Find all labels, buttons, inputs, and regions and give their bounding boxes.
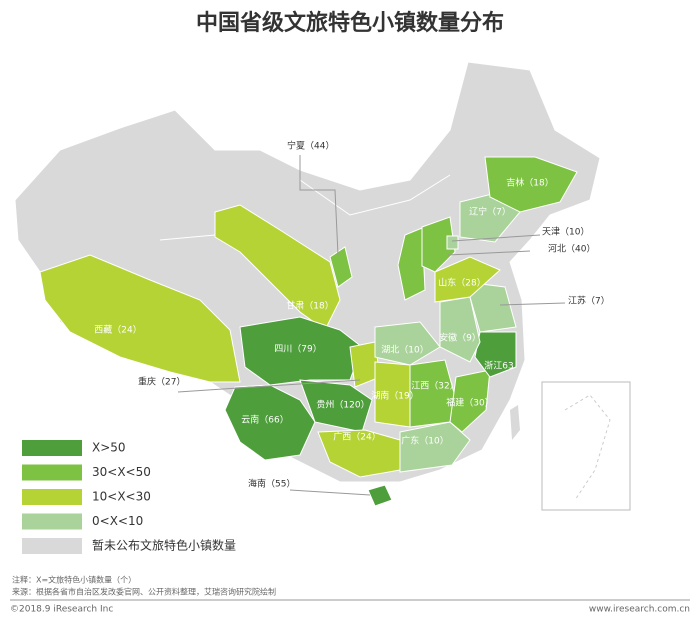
copyright: ©2018.9 iResearch Inc: [10, 605, 113, 615]
region-label: 广西（24）: [333, 431, 380, 443]
legend-swatch: [22, 538, 82, 554]
legend-label: 30<X<50: [92, 465, 151, 479]
legend-label: X>50: [92, 441, 126, 455]
region-label: 河北（40）: [548, 243, 595, 255]
region-shape: [239, 316, 363, 386]
legend-label: 0<X<10: [92, 514, 143, 528]
region-shape: [474, 331, 517, 378]
region-shape: [329, 246, 353, 288]
inset-frame: [541, 381, 631, 511]
region-shape: [399, 421, 471, 473]
region-label: 海南（55）: [248, 478, 295, 490]
leader-line: [499, 302, 566, 306]
footer-url: www.iresearch.com.cn: [589, 605, 690, 615]
title: 中国省级文旅特色小镇数量分布: [196, 10, 504, 36]
legend-swatch: [22, 489, 82, 505]
region-shape: [434, 256, 501, 303]
leader-line: [451, 234, 541, 242]
border: [299, 174, 451, 216]
region-label: 天津（10）: [542, 227, 589, 238]
leader-line: [177, 379, 361, 393]
region-shape: [299, 379, 373, 433]
region-label: 贵州（120）: [316, 399, 369, 411]
legend-swatch: [22, 464, 82, 481]
legend-label: 暂未公布文旅特色小镇数量: [92, 538, 236, 553]
region-label: 江苏（7）: [568, 295, 610, 307]
region-shape: [446, 235, 459, 250]
region-label: 西藏（24）: [94, 324, 141, 336]
legend-swatch: [22, 513, 82, 530]
region-shape: [374, 321, 441, 366]
region-label: 福建（30）: [446, 397, 493, 409]
region-label: 山东（28）: [438, 277, 485, 289]
leader-line: [289, 489, 371, 496]
legend-label: 10<X<30: [92, 490, 151, 504]
taiwan: [510, 405, 520, 440]
legend-swatch: [22, 440, 82, 456]
region-label: 甘肃（18）: [286, 300, 333, 312]
region-label: 江西（32）: [411, 381, 458, 392]
region-shape: [449, 369, 491, 433]
region-label: 广东（10）: [401, 435, 448, 447]
region-shape: [367, 484, 393, 507]
region-label: 浙江63: [484, 360, 513, 372]
region-label: 四川（79）: [274, 344, 321, 355]
note: 来源：根据各省市自治区发改委官网、公开资料整理，艾瑞咨询研究院绘制: [12, 587, 276, 597]
region-shape: [397, 227, 426, 301]
region-label: 吉林（18）: [506, 177, 553, 189]
region-shape: [421, 216, 456, 273]
region-shape: [224, 384, 316, 461]
leader-line: [447, 250, 531, 256]
region-label: 重庆（27）: [138, 376, 185, 388]
region-label: 宁夏（44）: [287, 140, 334, 152]
inset-islands: [564, 394, 611, 501]
leader-line: [299, 155, 339, 256]
region-label: 辽宁（7）: [469, 206, 511, 218]
region-shape: [39, 254, 241, 383]
region-label: 云南（66）: [241, 414, 288, 426]
region-shape: [484, 156, 578, 213]
region-label: 安徽（9）: [439, 332, 481, 344]
region-label: 湖南（19）: [371, 390, 418, 402]
note: 注释：X=文旅特色小镇数量（个）: [12, 575, 136, 585]
region-label: 湖北（10）: [381, 345, 428, 356]
